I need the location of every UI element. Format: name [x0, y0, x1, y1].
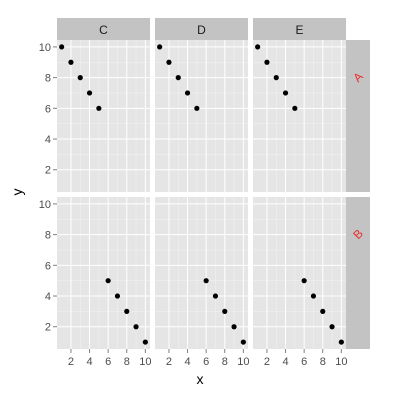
panel-B-C [57, 197, 150, 349]
data-point [292, 105, 298, 111]
x-tick-label: 10 [139, 356, 151, 368]
data-point [264, 59, 270, 65]
y-tick-label: 2 [45, 322, 51, 334]
y-tick-label: 10 [39, 199, 51, 211]
y-tick-label: 8 [45, 230, 51, 242]
panel-B-D [155, 197, 248, 349]
data-point [240, 339, 246, 345]
y-tick-label: 4 [45, 291, 51, 303]
data-point [301, 278, 307, 284]
y-tick-label: 6 [45, 103, 51, 115]
panel-background [57, 40, 150, 192]
strip-col-label-C: C [99, 23, 108, 37]
data-point [68, 59, 74, 65]
panels-layer [57, 40, 346, 349]
x-tick-label: 2 [264, 356, 270, 368]
y-tick-label: 2 [45, 165, 51, 177]
x-tick-label: 6 [105, 356, 111, 368]
panel-A-E [253, 40, 346, 192]
strip-col-background [155, 18, 248, 40]
data-point [255, 44, 261, 50]
panel-background [57, 197, 150, 349]
x-axis-title: x [197, 371, 204, 387]
data-point [157, 44, 163, 50]
y-tick-label: 10 [39, 42, 51, 54]
x-tick-label: 8 [124, 356, 130, 368]
data-point [184, 90, 191, 96]
data-point [175, 75, 181, 81]
x-tick-label: 6 [203, 356, 209, 368]
y-tick-label: 4 [45, 134, 51, 146]
data-point [133, 324, 139, 330]
panel-background [253, 40, 346, 192]
x-tick-label: 10 [335, 356, 347, 368]
x-tick-label: 2 [68, 356, 74, 368]
panel-A-C [57, 40, 150, 192]
panel-A-D [155, 40, 248, 192]
data-point [212, 293, 219, 299]
data-point [222, 308, 228, 314]
y-tick-label: 6 [45, 260, 51, 272]
data-point [142, 339, 148, 345]
data-point [320, 308, 326, 314]
strip-col-label-D: D [197, 23, 206, 37]
data-point [329, 324, 335, 330]
data-point [166, 59, 172, 65]
panel-background [155, 197, 248, 349]
x-tick-label: 4 [282, 356, 288, 368]
x-tick-label: 2 [166, 356, 172, 368]
y-axis-title: y [9, 189, 25, 196]
strip-row-background [346, 197, 370, 349]
data-point [203, 278, 209, 284]
data-point [96, 105, 102, 111]
data-point [282, 90, 289, 96]
x-tick-label: 10 [237, 356, 249, 368]
strip-col-background [57, 18, 150, 40]
data-point [194, 105, 200, 111]
data-point [338, 339, 344, 345]
data-point [105, 278, 111, 284]
strip-col-background [253, 18, 346, 40]
data-point [77, 75, 83, 81]
x-tick-label: 6 [301, 356, 307, 368]
data-point [310, 293, 317, 299]
panel-background [155, 40, 248, 192]
data-point [273, 75, 279, 81]
x-tick-label: 4 [184, 356, 190, 368]
data-point [59, 44, 65, 50]
panel-B-E [253, 197, 346, 349]
x-tick-label: 8 [320, 356, 326, 368]
data-point [86, 90, 93, 96]
y-tick-label: 8 [45, 73, 51, 85]
data-point [124, 308, 130, 314]
strips-layer: C D EAB [57, 18, 370, 349]
data-point [114, 293, 121, 299]
panel-background [253, 197, 346, 349]
data-point [231, 324, 237, 330]
strip-col-label-E: E [295, 23, 303, 37]
x-tick-label: 4 [86, 356, 92, 368]
strip-row-background [346, 40, 370, 192]
x-tick-label: 8 [222, 356, 228, 368]
